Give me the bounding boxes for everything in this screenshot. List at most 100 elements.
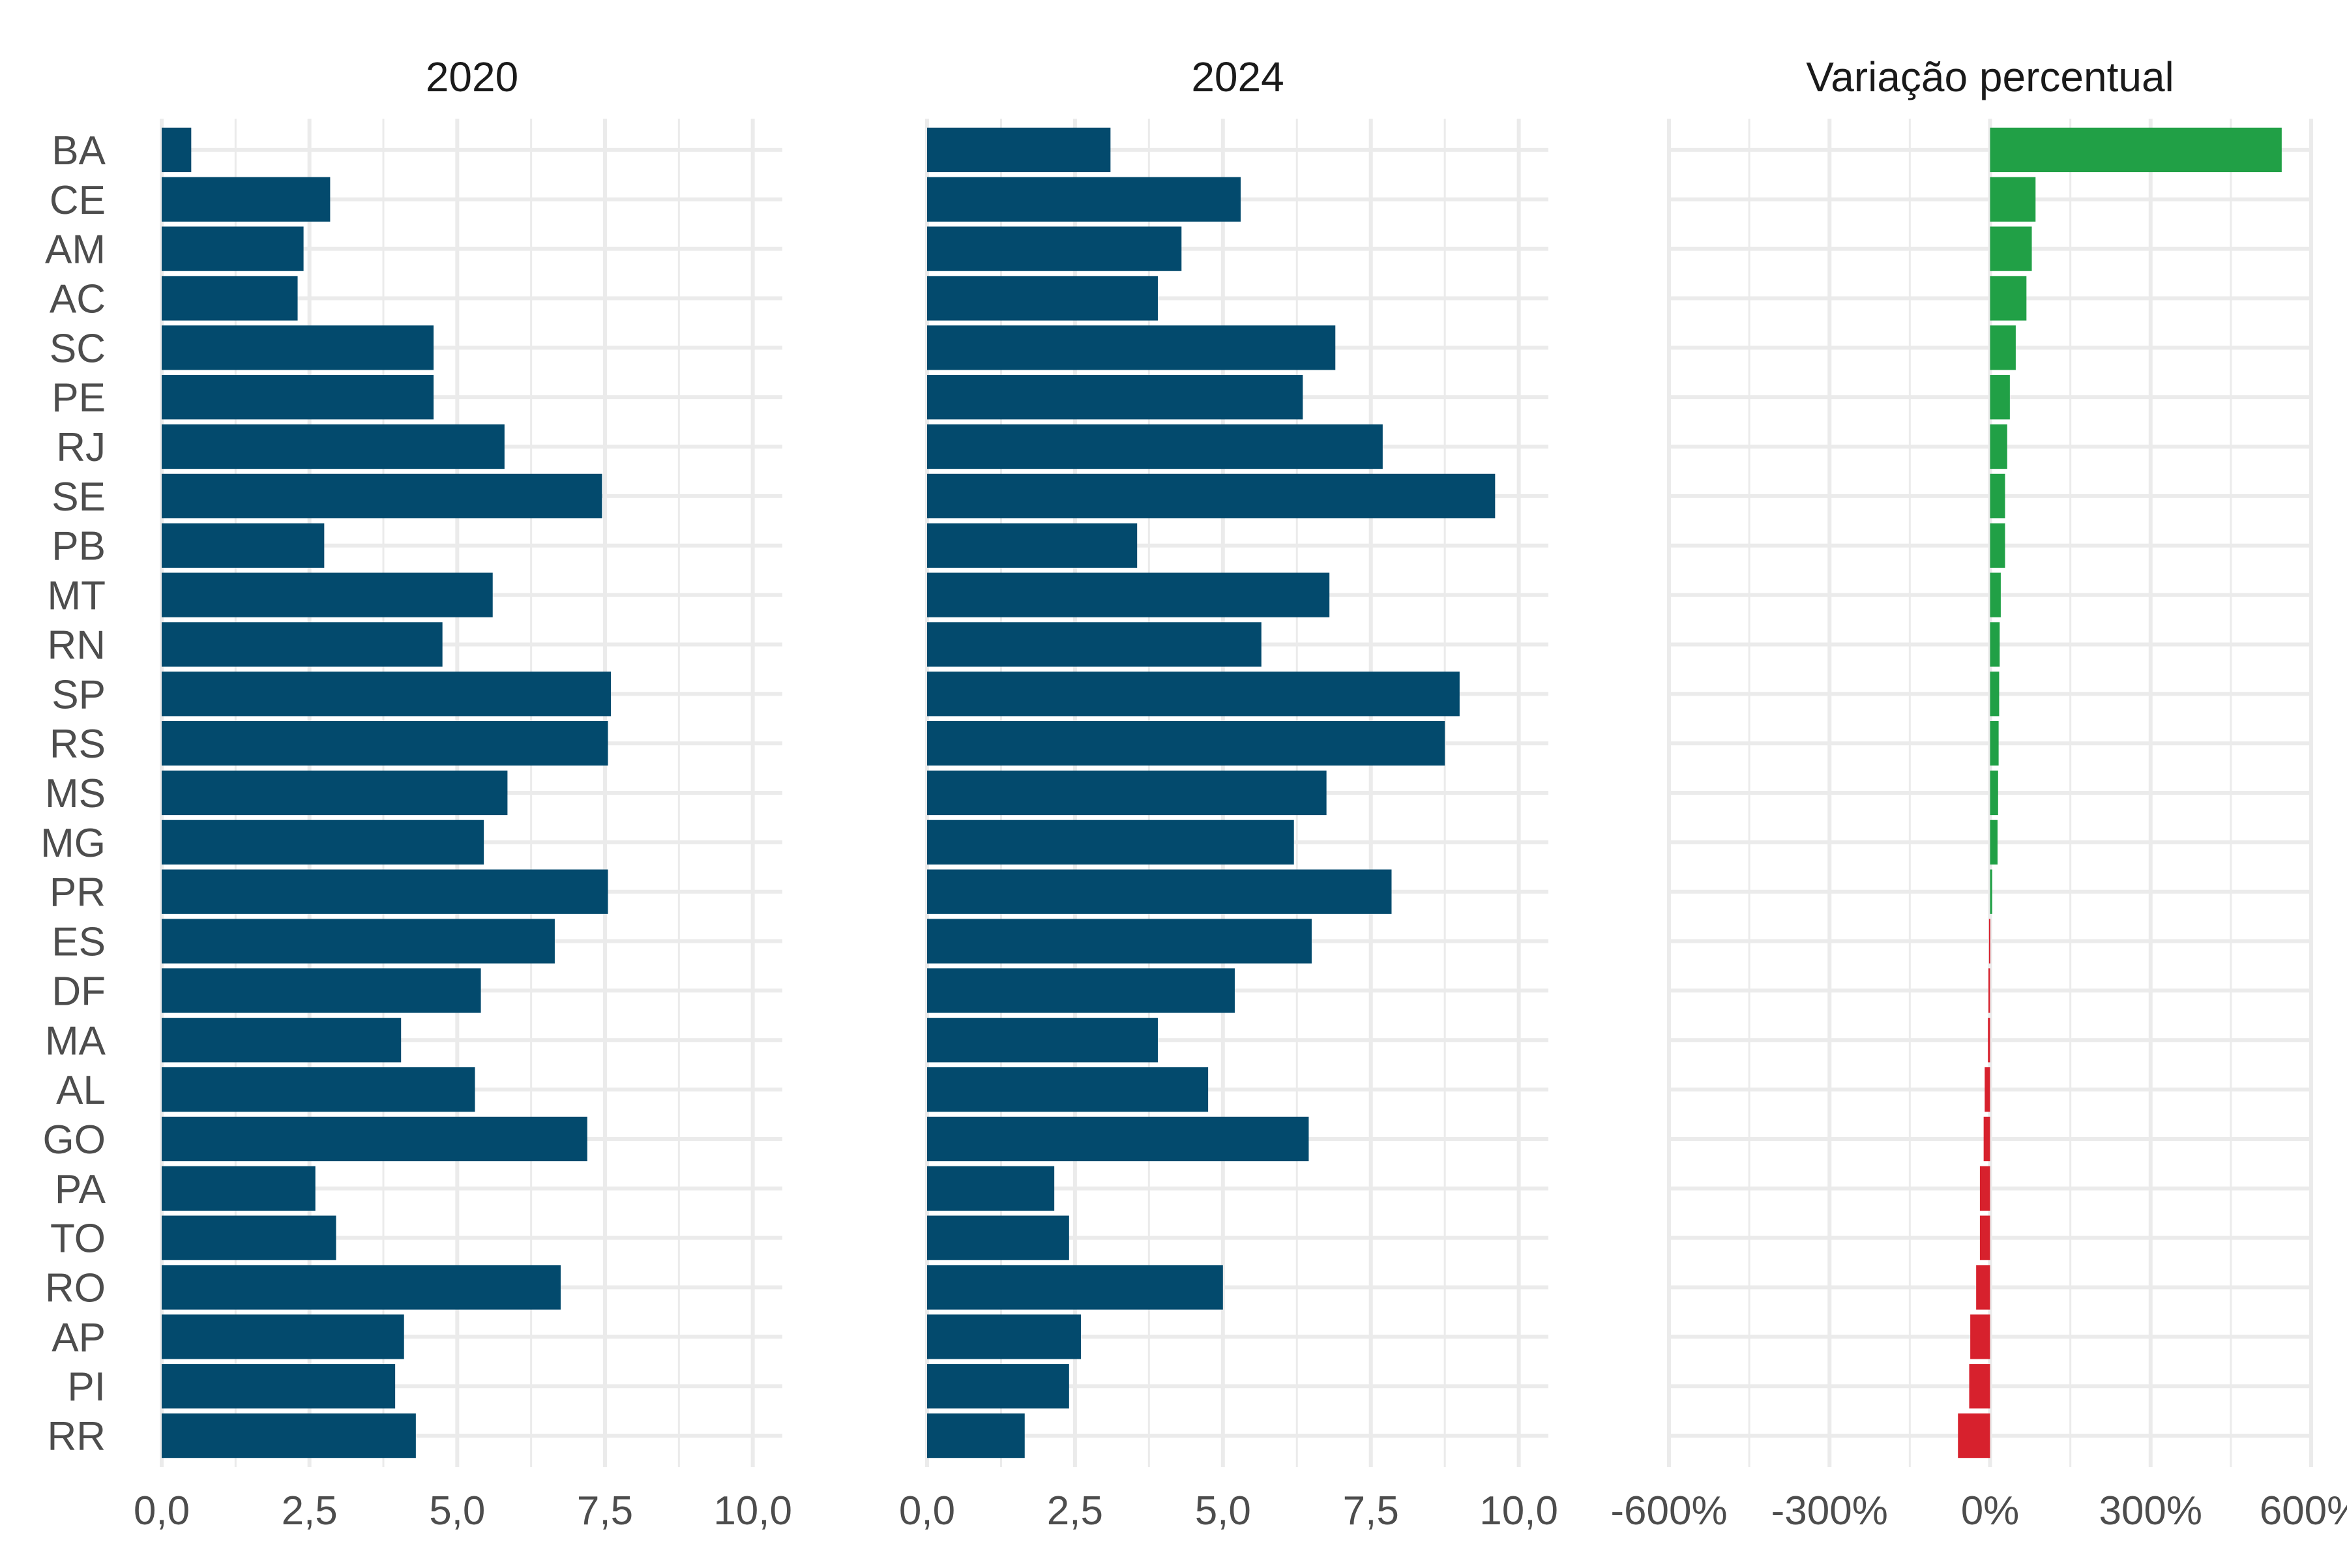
bar-1-MS [927,770,1327,816]
bar-2-BA [1990,127,2282,173]
bar-2-MG [1990,820,1998,865]
category-label-RN: RN [47,623,106,668]
category-label-DF: DF [52,969,106,1014]
bar-0-MG [162,820,484,865]
bar-2-MT [1990,572,2001,617]
bar-2-RS [1990,721,1999,766]
bar-0-MT [162,572,493,617]
category-label-RS: RS [50,722,106,767]
bar-1-AP [927,1314,1081,1359]
bar-0-BA [162,127,192,173]
bar-0-PE [162,375,434,420]
x-tick-0-0: 0,0 [134,1488,190,1533]
bar-0-MA [162,1018,402,1063]
bar-1-SC [927,325,1336,370]
bar-0-SP [162,672,612,717]
bar-2-PA [1979,1166,1990,1211]
bar-1-AC [927,276,1158,321]
category-label-MA: MA [45,1018,106,1063]
x-tick-1-4: 10,0 [1479,1488,1558,1533]
bar-2-PB [1990,523,2005,568]
panel-title-2: Variação percentual [1806,53,2174,100]
bar-2-AC [1990,276,2027,321]
bar-2-PE [1990,375,2010,420]
bar-2-MA [1988,1018,1990,1063]
bar-0-RO [162,1265,561,1310]
category-label-RO: RO [45,1266,106,1311]
bar-0-AC [162,276,298,321]
bar-1-PI [927,1364,1069,1409]
category-label-TO: TO [50,1217,106,1262]
bar-2-SE [1990,473,2005,519]
bar-2-RJ [1990,424,2007,469]
bar-0-TO [162,1215,336,1260]
x-tick-2-0: -600% [1610,1488,1727,1533]
x-tick-0-3: 7,5 [577,1488,633,1533]
category-label-ES: ES [52,920,106,965]
bar-1-ES [927,919,1312,964]
bar-2-MS [1990,770,1998,816]
x-tick-0-2: 5,0 [429,1488,485,1533]
bar-1-RO [927,1265,1223,1310]
bar-1-TO [927,1215,1069,1260]
category-label-BA: BA [52,128,106,173]
bar-2-CE [1990,177,2036,222]
bar-0-MS [162,770,508,816]
category-label-GO: GO [43,1117,106,1162]
bar-1-PE [927,375,1303,420]
bar-2-RO [1976,1265,1990,1310]
category-label-MG: MG [40,821,106,866]
x-tick-1-1: 2,5 [1047,1488,1103,1533]
bar-0-SE [162,473,602,519]
x-tick-1-0: 0,0 [899,1488,955,1533]
category-label-CE: CE [50,178,106,223]
bar-0-RJ [162,424,505,469]
x-tick-2-2: 0% [1961,1488,2020,1533]
bar-0-PA [162,1166,316,1211]
category-label-SC: SC [50,326,106,371]
bar-1-SE [927,473,1496,519]
bar-1-AL [927,1067,1209,1112]
bar-0-PR [162,869,608,914]
category-label-RJ: RJ [56,425,106,470]
category-label-AC: AC [50,276,106,321]
bar-1-BA [927,127,1111,173]
bar-2-SC [1990,325,2016,370]
bar-0-RS [162,721,608,766]
bar-1-CE [927,177,1241,222]
category-label-AM: AM [45,228,106,273]
category-label-RR: RR [47,1414,106,1459]
category-label-AL: AL [56,1068,106,1113]
bar-1-MG [927,820,1294,865]
bar-2-ES [1988,919,1990,964]
bar-2-AL [1985,1067,1990,1112]
category-label-MS: MS [45,771,106,816]
bar-1-PA [927,1166,1055,1211]
bar-0-RN [162,622,443,667]
bar-0-AM [162,226,304,271]
bar-2-DF [1988,968,1990,1013]
bar-2-SP [1990,672,2000,717]
bar-0-ES [162,919,555,964]
bar-2-AM [1990,226,2032,271]
bar-2-RN [1990,622,2000,667]
x-tick-0-4: 10,0 [713,1488,792,1533]
panel-title-1: 2024 [1191,53,1284,100]
bar-2-AP [1970,1314,1990,1359]
category-label-PR: PR [50,870,106,915]
bar-1-MA [927,1018,1158,1063]
x-tick-2-4: 600% [2260,1488,2347,1533]
bar-0-PB [162,523,325,568]
bar-0-SC [162,325,434,370]
bar-0-CE [162,177,331,222]
bar-1-RS [927,721,1445,766]
category-label-PA: PA [55,1167,106,1212]
category-label-MT: MT [47,574,106,619]
bar-2-TO [1979,1215,1990,1260]
bar-1-RN [927,622,1262,667]
bar-1-DF [927,968,1235,1013]
bar-1-GO [927,1116,1309,1162]
bar-1-SP [927,672,1460,717]
bar-1-PB [927,523,1138,568]
